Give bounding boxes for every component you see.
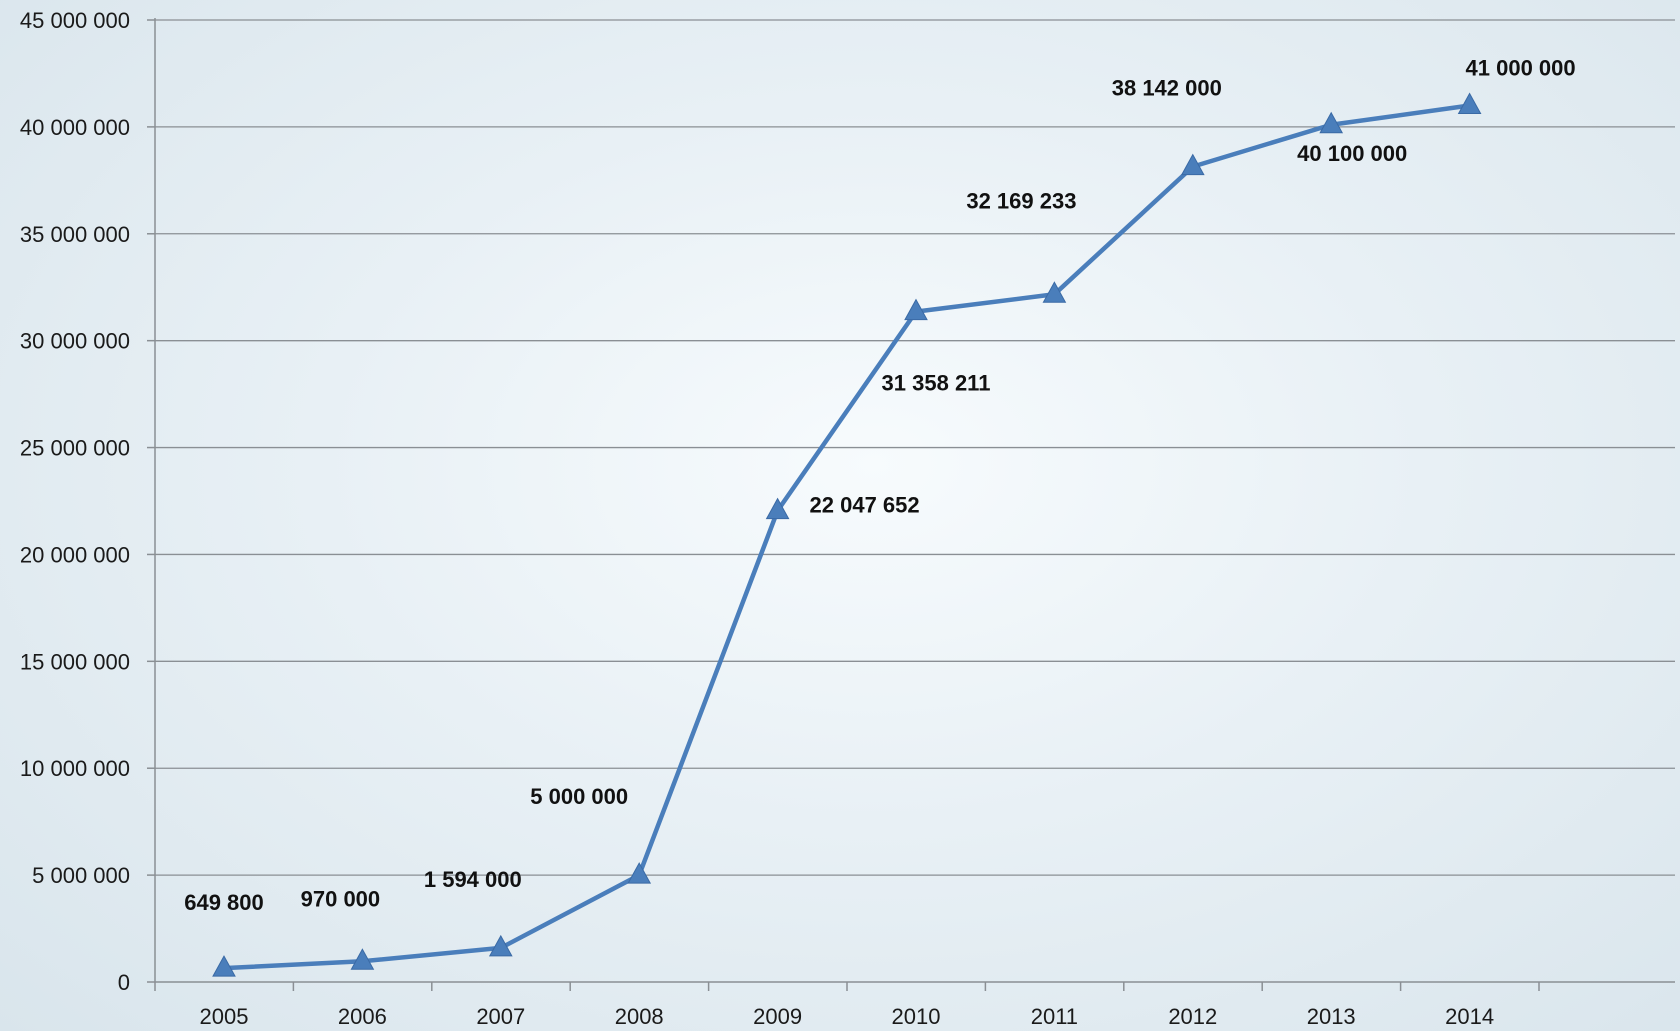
series-line [223, 103, 1470, 971]
x-tick-label: 2011 [1031, 1004, 1078, 1029]
data-labels: 649 800 970 000 1 594 000 5 000 000 22 047 6… [184, 56, 1575, 916]
y-tick-label: 40 000 000 [20, 115, 130, 140]
data-label: 1 594 000 [424, 867, 522, 892]
data-label: 40 100 000 [1297, 141, 1407, 166]
series-line-group [223, 103, 1470, 971]
y-tick-label: 20 000 000 [20, 542, 130, 567]
data-point-marker [765, 497, 790, 520]
x-tick-label: 2012 [1168, 1004, 1217, 1029]
x-tick-label: 2008 [615, 1004, 664, 1029]
data-point-marker [488, 934, 513, 957]
axes [147, 18, 1675, 991]
data-label: 31 358 211 [882, 371, 991, 396]
x-tick-label: 2009 [753, 1004, 802, 1029]
data-label: 649 800 [184, 890, 264, 915]
x-tick-label: 2010 [892, 1004, 941, 1029]
data-point-marker [1457, 92, 1482, 115]
x-tick-label: 2013 [1307, 1004, 1356, 1029]
data-point-marker [350, 948, 375, 970]
x-tick-label: 2006 [338, 1004, 387, 1029]
data-label: 41 000 000 [1466, 56, 1576, 81]
y-tick-label: 30 000 000 [20, 329, 130, 354]
x-tick-label: 2005 [200, 1004, 249, 1029]
data-point-marker [1180, 153, 1205, 176]
y-tick-label: 10 000 000 [20, 756, 130, 781]
y-axis-tick-labels: 0 5 000 000 10 000 000 15 000 000 20 000 000… [20, 8, 130, 995]
data-label: 38 142 000 [1112, 76, 1222, 101]
gridlines [155, 19, 1675, 876]
y-tick-label: 15 000 000 [20, 649, 130, 674]
data-label: 5 000 000 [530, 784, 628, 809]
data-point-marker [904, 298, 928, 321]
data-label: 970 000 [301, 886, 381, 911]
x-tick-label: 2007 [476, 1004, 525, 1029]
y-tick-label: 5 000 000 [32, 863, 130, 888]
data-point-marker [627, 862, 652, 884]
data-label: 32 169 233 [966, 188, 1076, 213]
data-label: 22 047 652 [810, 493, 920, 518]
x-axis-tick-labels: 2005 2006 2007 2008 2009 2010 2011 2012 2013 2014 [200, 1004, 1495, 1029]
data-point-marker [212, 955, 236, 977]
y-tick-label: 0 [118, 970, 130, 995]
y-tick-label: 25 000 000 [20, 436, 130, 461]
data-markers [212, 92, 1482, 977]
data-point-marker [1042, 281, 1067, 303]
y-tick-label: 45 000 000 [20, 8, 130, 33]
x-tick-label: 2014 [1445, 1004, 1494, 1029]
y-tick-label: 35 000 000 [20, 222, 130, 247]
data-point-marker [1319, 111, 1344, 134]
